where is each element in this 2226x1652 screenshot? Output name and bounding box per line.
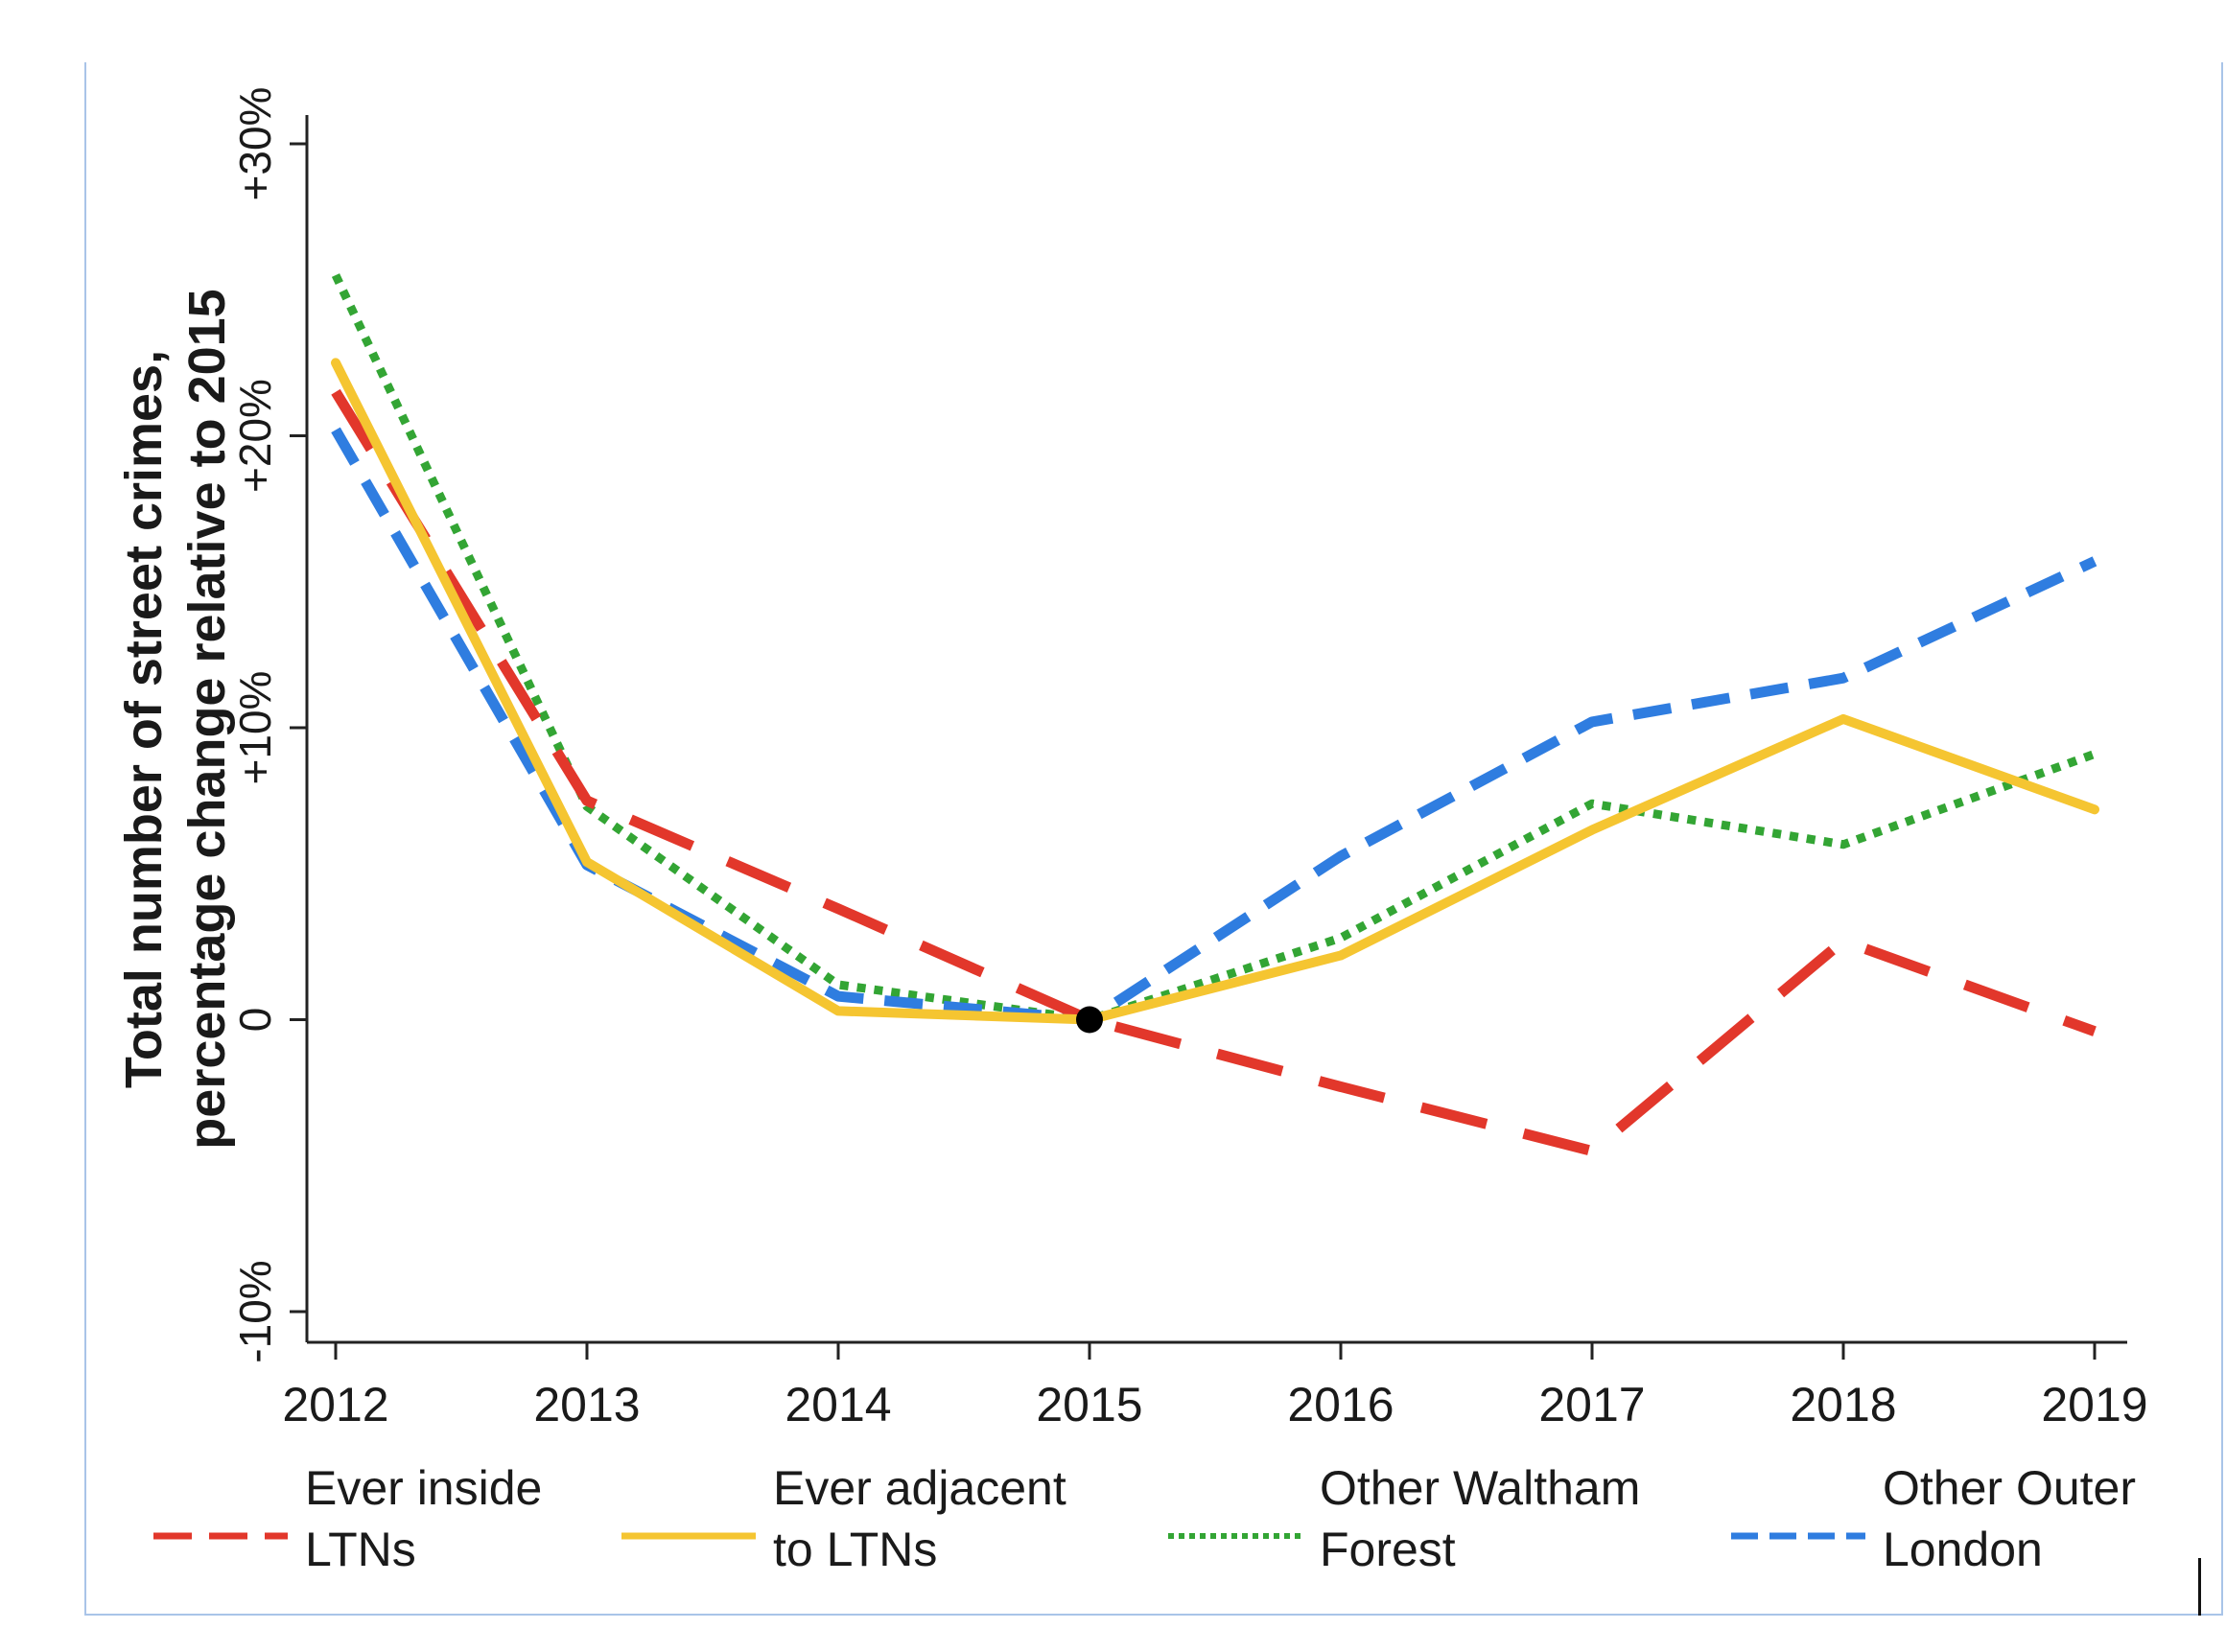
chart-frame — [84, 62, 2223, 1616]
y-axis-title: Total number of street crimes, percentage… — [115, 289, 236, 1149]
y-tick-label: +30% — [230, 87, 280, 201]
x-tick-label: 2016 — [1287, 1378, 1394, 1431]
legend-swatch — [1168, 1533, 1302, 1539]
y-axis-title-line: Total number of street crimes, — [115, 350, 173, 1088]
legend-label-line: Forest — [1320, 1523, 1456, 1576]
reference-marker — [1076, 1006, 1103, 1034]
x-tick-label: 2015 — [1036, 1378, 1142, 1431]
legend-label-line: London — [1883, 1523, 2043, 1576]
legend-label: Other Waltham Forest — [1320, 1457, 1684, 1580]
legend-label: Ever inside LTNs — [305, 1457, 669, 1580]
x-tick-label: 2019 — [2041, 1378, 2147, 1431]
y-tick-label: +10% — [230, 671, 280, 785]
x-tick-label: 2012 — [282, 1378, 388, 1431]
y-tick-label: 0 — [230, 1008, 280, 1033]
legend-item: Ever adjacent to LTNs — [621, 1457, 1137, 1580]
x-tick-label: 2013 — [533, 1378, 640, 1431]
reference-point — [1076, 1006, 1103, 1034]
legend-label-line: Other Outer — [1883, 1461, 2136, 1515]
x-tick-label: 2018 — [1790, 1378, 1896, 1431]
legend-label: Other Outer London — [1883, 1457, 2226, 1580]
legend-item: Ever inside LTNs — [153, 1457, 669, 1580]
x-tick-label: 2014 — [785, 1378, 891, 1431]
legend-item: Other Waltham Forest — [1168, 1457, 1684, 1580]
series-line-other-waltham-forest — [331, 273, 2097, 1024]
y-tick-label: -10% — [230, 1260, 280, 1362]
legend-label-line: to LTNs — [773, 1523, 938, 1576]
series-line-ever-adjacent-to-ltns — [331, 358, 2099, 1025]
text-cursor — [2198, 1558, 2201, 1616]
legend-label-line: Ever inside — [305, 1461, 543, 1515]
axes: -10% 0 +10% +20% +30% 2012 2013 2014 2015 2016 201… — [230, 87, 2148, 1431]
legend-item: Other Outer London — [1731, 1457, 2226, 1580]
series-lines — [331, 273, 2099, 1156]
legend-label: Ever adjacent to LTNs — [773, 1457, 1137, 1580]
legend-swatch — [153, 1532, 288, 1540]
x-tick-label: 2017 — [1538, 1378, 1645, 1431]
legend-label-line: Other Waltham — [1320, 1461, 1641, 1515]
y-axis-title-line: percentage change relative to 2015 — [178, 289, 236, 1149]
legend-label-line: Ever adjacent — [773, 1461, 1066, 1515]
legend-label-line: LTNs — [305, 1523, 416, 1576]
legend-swatch — [1731, 1532, 1865, 1540]
y-tick-label: +20% — [230, 379, 280, 493]
legend-swatch — [621, 1532, 756, 1540]
series-line-ever-inside-ltns — [331, 388, 2097, 1156]
